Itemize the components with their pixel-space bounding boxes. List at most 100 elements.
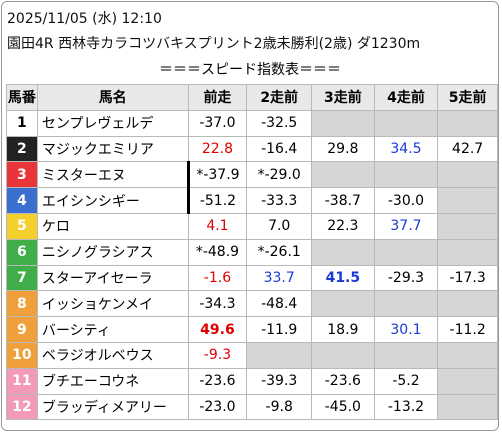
horse-number: 11 bbox=[6, 367, 38, 395]
empty-cell bbox=[437, 393, 498, 421]
horse-number: 8 bbox=[6, 290, 38, 318]
empty-cell bbox=[373, 109, 439, 137]
score-cell: 22.8 bbox=[187, 135, 248, 163]
score-cell: -5.2 bbox=[373, 367, 439, 395]
horse-row: 11 ブチエーコウネ -23.6 -39.3 -23.6 -5.2 bbox=[6, 367, 498, 395]
score-cell: -30.0 bbox=[373, 187, 439, 214]
horse-name: ベラジオルベウス bbox=[36, 341, 189, 369]
horse-name: エイシンシギー bbox=[36, 187, 189, 214]
empty-cell bbox=[437, 187, 498, 214]
horse-name: バーシティ bbox=[36, 316, 189, 343]
horse-number: 1 bbox=[6, 109, 38, 137]
score-cell: *-37.9 bbox=[186, 161, 248, 189]
score-cell: 33.7 bbox=[246, 264, 313, 292]
score-cell: 34.5 bbox=[373, 135, 439, 163]
horse-number: 5 bbox=[6, 212, 38, 240]
horse-row: 12 ブラッディメアリー -23.0 -9.8 -45.0 -13.2 bbox=[6, 393, 498, 421]
score-cell: -38.7 bbox=[311, 187, 375, 214]
column-header: 3走前 bbox=[311, 84, 375, 111]
horse-row: 6 ニシノグラシアス *-48.9 *-26.1 bbox=[6, 238, 498, 266]
score-cell: -9.3 bbox=[187, 341, 248, 369]
empty-cell bbox=[437, 367, 498, 395]
score-cell: *-26.1 bbox=[246, 238, 313, 266]
race-info: 園田4R 西林寺カラコツバキスプリント2歳未勝利(2歳) ダ1230m bbox=[7, 36, 421, 52]
column-header: 馬名 bbox=[36, 84, 189, 111]
empty-cell bbox=[437, 341, 498, 369]
horse-name: イッショケンメイ bbox=[36, 290, 189, 318]
score-cell: 42.7 bbox=[437, 135, 498, 163]
column-header: 馬番 bbox=[6, 84, 38, 111]
horse-number: 9 bbox=[6, 316, 38, 343]
horse-row: 1 センプレヴェルデ -37.0 -32.5 bbox=[6, 109, 498, 137]
score-cell: -11.2 bbox=[437, 316, 498, 343]
horse-name: ケロ bbox=[36, 212, 189, 240]
empty-cell bbox=[437, 238, 498, 266]
empty-cell bbox=[437, 161, 498, 189]
horse-row: 2 マジックエミリア 22.8 -16.4 29.8 34.5 42.7 bbox=[6, 135, 498, 163]
score-cell: -45.0 bbox=[311, 393, 375, 421]
score-cell: 29.8 bbox=[311, 135, 375, 163]
empty-cell bbox=[311, 341, 375, 369]
horse-row: 4 エイシンシギー -51.2 -33.3 -38.7 -30.0 bbox=[6, 187, 498, 214]
horse-row: 5 ケロ 4.1 7.0 22.3 37.7 bbox=[6, 212, 498, 240]
score-cell: 30.1 bbox=[373, 316, 439, 343]
score-cell: -23.6 bbox=[187, 367, 248, 395]
horse-number: 3 bbox=[6, 161, 38, 189]
score-cell: -17.3 bbox=[437, 264, 498, 292]
horse-row: 9 バーシティ 49.6 -11.9 18.9 30.1 -11.2 bbox=[6, 316, 498, 343]
score-cell: 41.5 bbox=[311, 264, 375, 292]
horse-name: マジックエミリア bbox=[36, 135, 189, 163]
empty-cell bbox=[311, 161, 375, 189]
column-header: 2走前 bbox=[246, 84, 313, 111]
empty-cell bbox=[311, 109, 375, 137]
horse-number: 12 bbox=[6, 393, 38, 421]
empty-cell bbox=[373, 290, 439, 318]
score-cell: -29.3 bbox=[373, 264, 439, 292]
score-cell: -51.2 bbox=[186, 187, 248, 214]
horse-number: 2 bbox=[6, 135, 38, 163]
score-cell: -23.0 bbox=[187, 393, 248, 421]
score-cell: *-48.9 bbox=[187, 238, 248, 266]
empty-cell bbox=[246, 341, 313, 369]
horse-number: 4 bbox=[6, 187, 38, 214]
score-cell: -11.9 bbox=[246, 316, 313, 343]
empty-cell bbox=[373, 161, 439, 189]
score-cell: -23.6 bbox=[311, 367, 375, 395]
empty-cell bbox=[373, 341, 439, 369]
score-cell: -39.3 bbox=[246, 367, 313, 395]
score-cell: -1.6 bbox=[187, 264, 248, 292]
datetime: 2025/11/05 (水) 12:10 bbox=[7, 11, 162, 27]
horse-number: 6 bbox=[6, 238, 38, 266]
score-cell: 22.3 bbox=[311, 212, 375, 240]
header-row: 馬番 馬名 前走 2走前 3走前 4走前 5走前 bbox=[6, 84, 498, 111]
horse-number: 10 bbox=[6, 341, 38, 369]
score-cell: -9.8 bbox=[246, 393, 313, 421]
column-header: 前走 bbox=[187, 84, 248, 111]
score-cell: -16.4 bbox=[246, 135, 313, 163]
horse-row: 10 ベラジオルベウス -9.3 bbox=[6, 341, 498, 369]
score-cell: 37.7 bbox=[373, 212, 439, 240]
score-cell: *-29.0 bbox=[246, 161, 313, 189]
horse-name: センプレヴェルデ bbox=[36, 109, 189, 137]
score-cell: 7.0 bbox=[246, 212, 313, 240]
horse-number: 7 bbox=[6, 264, 38, 292]
horse-name: ブラッディメアリー bbox=[36, 393, 189, 421]
horse-row: 8 イッショケンメイ -34.3 -48.4 bbox=[6, 290, 498, 318]
score-cell: 49.6 bbox=[187, 316, 248, 343]
horse-name: ミスターエヌ bbox=[36, 161, 189, 189]
empty-cell bbox=[437, 212, 498, 240]
score-cell: -33.3 bbox=[246, 187, 313, 214]
horse-name: ニシノグラシアス bbox=[36, 238, 189, 266]
score-cell: -37.0 bbox=[187, 109, 248, 137]
column-header: 5走前 bbox=[437, 84, 498, 111]
empty-cell bbox=[311, 238, 375, 266]
empty-cell bbox=[437, 109, 498, 137]
horse-name: ブチエーコウネ bbox=[36, 367, 189, 395]
score-cell: -32.5 bbox=[246, 109, 313, 137]
score-cell: 18.9 bbox=[311, 316, 375, 343]
horse-name: スターアイセーラ bbox=[36, 264, 189, 292]
empty-cell bbox=[311, 290, 375, 318]
speed-table: 馬番 馬名 前走 2走前 3走前 4走前 5走前 1 センプレヴェルデ -37.0 -32.5 2 マ… bbox=[6, 84, 498, 421]
score-cell: -13.2 bbox=[373, 393, 439, 421]
